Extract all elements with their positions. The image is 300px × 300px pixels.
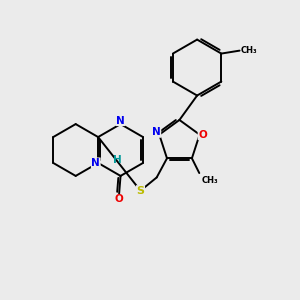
Text: O: O: [115, 194, 124, 205]
Text: S: S: [136, 186, 145, 196]
Text: O: O: [198, 130, 207, 140]
Text: N: N: [116, 116, 125, 126]
Text: CH₃: CH₃: [202, 176, 218, 185]
Text: N: N: [92, 158, 100, 168]
Text: CH₃: CH₃: [241, 46, 258, 55]
Text: H: H: [113, 155, 122, 165]
Text: N: N: [152, 127, 161, 137]
